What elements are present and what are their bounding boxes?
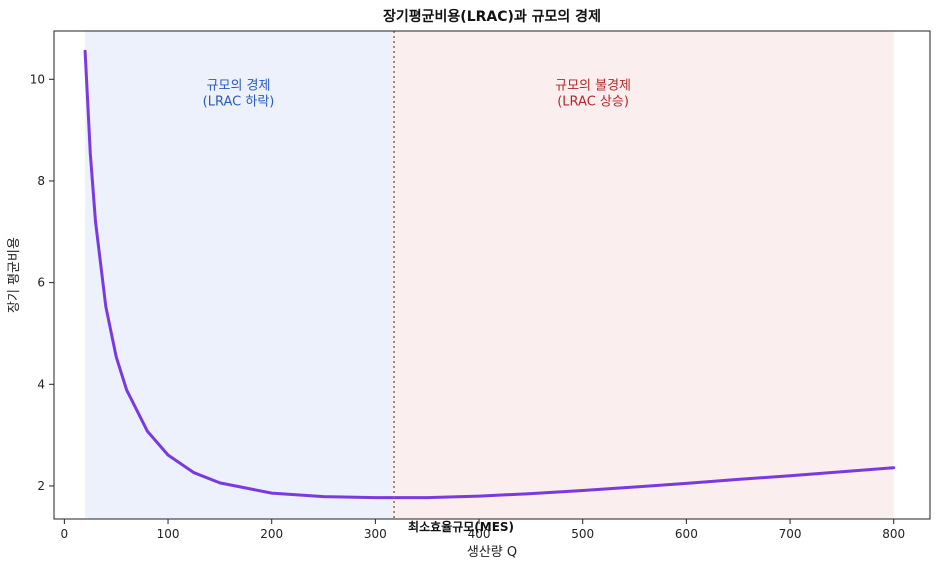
x-tick-label: 700 (779, 527, 802, 541)
region-band-1 (391, 31, 894, 519)
region-label-1-line2: (LRAC 상승) (557, 94, 629, 109)
x-tick-label: 800 (882, 527, 905, 541)
region-label-0-line1: 규모의 경제 (207, 78, 271, 93)
y-axis-label: 장기 평균비용 (7, 237, 22, 313)
plot-frame (53, 30, 931, 520)
y-tick-label: 6 (37, 276, 45, 290)
axes-layer: 0 100 200 300 400 500 600 700 800 2 4 6 8 10 (30, 30, 931, 541)
x-axis-label: 생산량 Q (467, 545, 517, 560)
y-tick-label: 4 (37, 377, 45, 391)
y-tick-label: 10 (30, 72, 45, 86)
lrac-curve-0 (83, 49, 896, 500)
x-tick-label: 500 (571, 527, 594, 541)
curve-layer (83, 49, 896, 500)
regions-layer (85, 31, 894, 519)
x-tick-label: 100 (157, 527, 180, 541)
region-label-1-line1: 규모의 불경제 (555, 78, 631, 93)
x-tick-label: 200 (260, 527, 283, 541)
region-band-0 (85, 31, 392, 519)
x-tick-label: 600 (675, 527, 698, 541)
region-label-0-line2: (LRAC 하락) (203, 94, 275, 109)
x-tick-label: 300 (364, 527, 387, 541)
y-tick-label: 8 (37, 174, 45, 188)
x-tick-label: 400 (468, 527, 491, 541)
chart-title: 장기평균비용(LRAC)과 규모의 경제 (383, 8, 601, 25)
x-tick-label: 0 (61, 527, 69, 541)
mes-label: 최소효율규모(MES) (408, 519, 514, 534)
y-tick-label: 2 (37, 479, 45, 493)
